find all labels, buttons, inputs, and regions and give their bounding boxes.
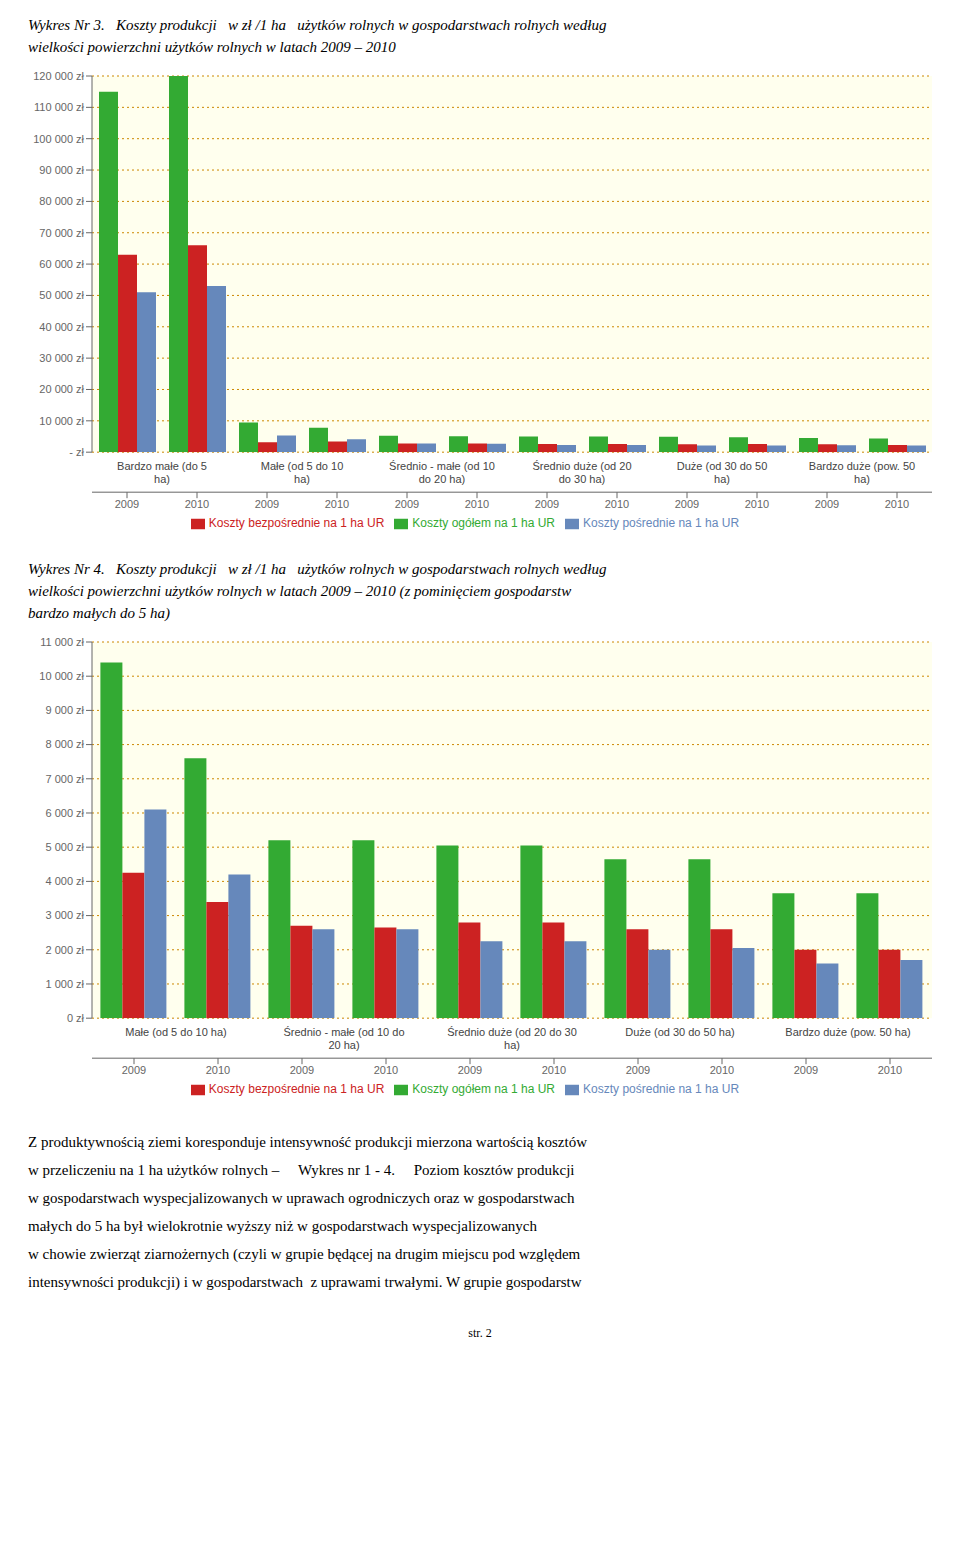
svg-text:4 000 zł: 4 000 zł bbox=[45, 875, 84, 887]
svg-text:20 000 zł: 20 000 zł bbox=[39, 383, 84, 395]
svg-text:2010: 2010 bbox=[374, 1064, 398, 1076]
svg-text:6 000 zł: 6 000 zł bbox=[45, 807, 84, 819]
svg-text:Bardzo duże (pow. 50 ha): Bardzo duże (pow. 50 ha) bbox=[785, 1026, 910, 1038]
svg-text:0 zł: 0 zł bbox=[67, 1012, 85, 1024]
html-text:Koszty pośrednie na 1 ha UR: Koszty pośrednie na 1 ha UR bbox=[583, 1082, 740, 1097]
html-text:Koszty pośrednie na 1 ha UR: Koszty pośrednie na 1 ha UR bbox=[583, 516, 740, 531]
html-text:w przeliczeniu na 1 ha użytków: w przeliczeniu na 1 ha użytków rolnych –… bbox=[28, 1162, 575, 1178]
svg-text:2009: 2009 bbox=[122, 1064, 146, 1076]
html-text:bardzo małych do 5 ha): bardzo małych do 5 ha) bbox=[28, 605, 170, 621]
html-text:wielkości powierzchni użytków: wielkości powierzchni użytków rolnych w … bbox=[28, 583, 572, 599]
svg-text:2010: 2010 bbox=[206, 1064, 230, 1076]
svg-text:40 000 zł: 40 000 zł bbox=[39, 321, 84, 333]
svg-text:Średnio duże (od 20do 30 ha): Średnio duże (od 20do 30 ha) bbox=[532, 460, 631, 485]
svg-text:2010: 2010 bbox=[745, 498, 769, 510]
html-text:Z produktywnością ziemi koresp: Z produktywnością ziemi koresponduje int… bbox=[28, 1134, 587, 1150]
html-text:Koszty ogółem na 1 ha UR: Koszty ogółem na 1 ha UR bbox=[412, 1082, 555, 1097]
svg-text:2010: 2010 bbox=[710, 1064, 734, 1076]
html-text:Koszty ogółem na 1 ha UR: Koszty ogółem na 1 ha UR bbox=[412, 516, 555, 531]
html-text:Koszty bezpośrednie na 1 ha UR: Koszty bezpośrednie na 1 ha UR bbox=[208, 516, 385, 531]
svg-text:110 000 zł: 110 000 zł bbox=[34, 101, 85, 113]
svg-text:10 000 zł: 10 000 zł bbox=[39, 670, 84, 682]
svg-text:2010: 2010 bbox=[185, 498, 209, 510]
html-text:str. 2: str. 2 bbox=[468, 1326, 492, 1340]
svg-text:2010: 2010 bbox=[542, 1064, 566, 1076]
svg-text:2009: 2009 bbox=[626, 1064, 650, 1076]
svg-text:Średnio duże (od 20 do 30ha): Średnio duże (od 20 do 30ha) bbox=[447, 1026, 577, 1051]
html-text:Koszty bezpośrednie na 1 ha UR: Koszty bezpośrednie na 1 ha UR bbox=[208, 1082, 385, 1097]
svg-text:Duże (od 30 do 50ha): Duże (od 30 do 50ha) bbox=[677, 460, 768, 485]
svg-text:100 000 zł: 100 000 zł bbox=[33, 133, 84, 145]
svg-text:2010: 2010 bbox=[885, 498, 909, 510]
svg-text:2009: 2009 bbox=[458, 1064, 482, 1076]
svg-text:10 000 zł: 10 000 zł bbox=[39, 415, 84, 427]
html-text:wielkości powierzchni użytków: wielkości powierzchni użytków rolnych w … bbox=[28, 39, 396, 55]
svg-text:Średnio - małe (od 10do 20 ha): Średnio - małe (od 10do 20 ha) bbox=[389, 460, 495, 485]
html-text:Wykres Nr 4. Koszty produkcji: Wykres Nr 4. Koszty produkcji w zł /1 ha… bbox=[28, 561, 607, 577]
svg-text:Bardzo małe (do 5ha): Bardzo małe (do 5ha) bbox=[117, 460, 207, 485]
html-text:w gospodarstwach wyspecjalizow: w gospodarstwach wyspecjalizowanych w up… bbox=[28, 1190, 575, 1206]
svg-text:2009: 2009 bbox=[115, 498, 139, 510]
svg-text:8 000 zł: 8 000 zł bbox=[45, 738, 84, 750]
svg-text:2009: 2009 bbox=[255, 498, 279, 510]
svg-text:2010: 2010 bbox=[605, 498, 629, 510]
svg-text:7 000 zł: 7 000 zł bbox=[45, 773, 84, 785]
svg-text:Duże (od 30 do 50 ha): Duże (od 30 do 50 ha) bbox=[625, 1026, 734, 1038]
html-text:w chowie zwierząt ziarnożernyc: w chowie zwierząt ziarnożernych (czyli w… bbox=[28, 1246, 581, 1262]
svg-text:50 000 zł: 50 000 zł bbox=[39, 289, 84, 301]
svg-text:2009: 2009 bbox=[794, 1064, 818, 1076]
svg-text:30 000 zł: 30 000 zł bbox=[39, 352, 84, 364]
svg-text:5 000 zł: 5 000 zł bbox=[45, 841, 84, 853]
svg-text:2010: 2010 bbox=[465, 498, 489, 510]
svg-text:2009: 2009 bbox=[290, 1064, 314, 1076]
svg-text:120 000 zł: 120 000 zł bbox=[33, 70, 84, 82]
html-text:intensywności produkcji) i w g: intensywności produkcji) i w gospodarstw… bbox=[28, 1274, 582, 1290]
svg-text:Małe (od 5 do 10ha): Małe (od 5 do 10ha) bbox=[261, 460, 344, 485]
svg-text:Małe (od 5 do 10 ha): Małe (od 5 do 10 ha) bbox=[125, 1026, 227, 1038]
svg-text:1 000 zł: 1 000 zł bbox=[45, 978, 84, 990]
svg-text:Średnio - małe (od 10 do20 ha): Średnio - małe (od 10 do20 ha) bbox=[283, 1026, 404, 1051]
svg-text:2009: 2009 bbox=[815, 498, 839, 510]
svg-text:2009: 2009 bbox=[535, 498, 559, 510]
svg-text:60 000 zł: 60 000 zł bbox=[39, 258, 84, 270]
svg-text:- zł: - zł bbox=[69, 446, 84, 458]
svg-text:2009: 2009 bbox=[675, 498, 699, 510]
svg-text:70 000 zł: 70 000 zł bbox=[39, 227, 84, 239]
svg-text:2010: 2010 bbox=[878, 1064, 902, 1076]
html-text:małych do 5 ha był wielokrotni: małych do 5 ha był wielokrotnie wyższy n… bbox=[28, 1218, 537, 1234]
svg-text:80 000 zł: 80 000 zł bbox=[39, 195, 84, 207]
svg-text:2010: 2010 bbox=[325, 498, 349, 510]
svg-text:9 000 zł: 9 000 zł bbox=[45, 704, 84, 716]
svg-text:Bardzo duże (pow. 50ha): Bardzo duże (pow. 50ha) bbox=[809, 460, 915, 485]
svg-text:90 000 zł: 90 000 zł bbox=[39, 164, 84, 176]
svg-text:2 000 zł: 2 000 zł bbox=[45, 944, 84, 956]
svg-text:3 000 zł: 3 000 zł bbox=[45, 909, 84, 921]
html-text:Wykres Nr 3. Koszty produkcji: Wykres Nr 3. Koszty produkcji w zł /1 ha… bbox=[28, 17, 607, 33]
svg-text:2009: 2009 bbox=[395, 498, 419, 510]
svg-text:11 000 zł: 11 000 zł bbox=[40, 636, 84, 648]
